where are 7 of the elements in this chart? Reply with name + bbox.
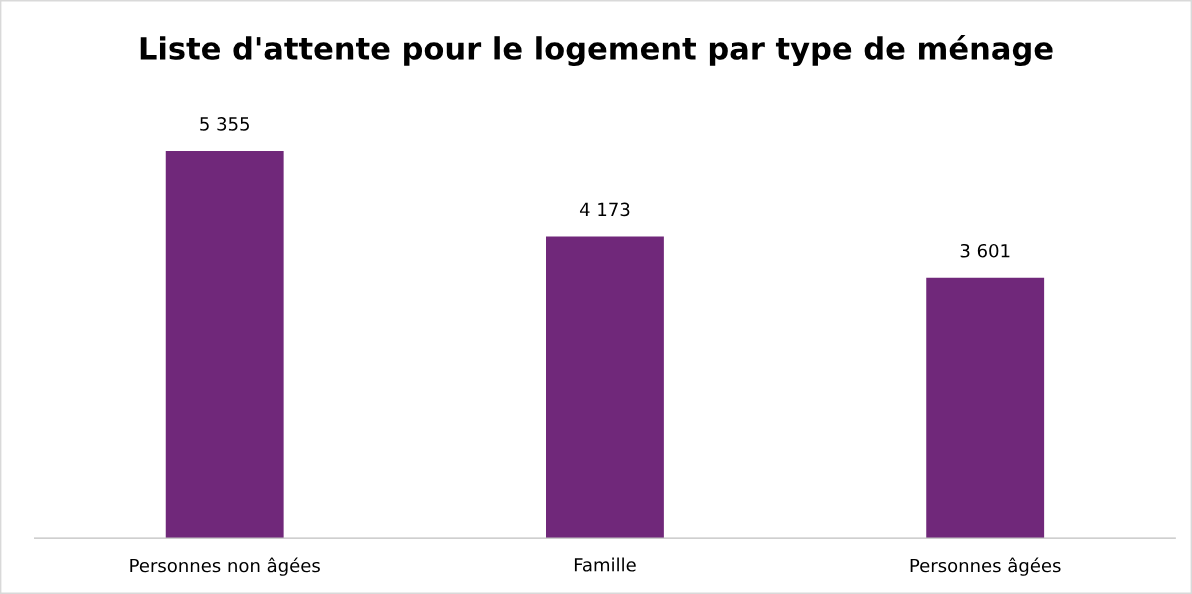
data-label: 4 173 <box>579 202 630 217</box>
data-label: 3 601 <box>960 243 1010 258</box>
data-label: 5 355 <box>200 117 249 131</box>
x-tick-label: Personnes non âgées <box>130 557 320 576</box>
x-tick-label: Famille <box>574 557 636 572</box>
chart-title: Liste d'attente pour le logement par type de ménage <box>140 34 1053 67</box>
x-tick-label: Personnes âgées <box>910 557 1061 576</box>
